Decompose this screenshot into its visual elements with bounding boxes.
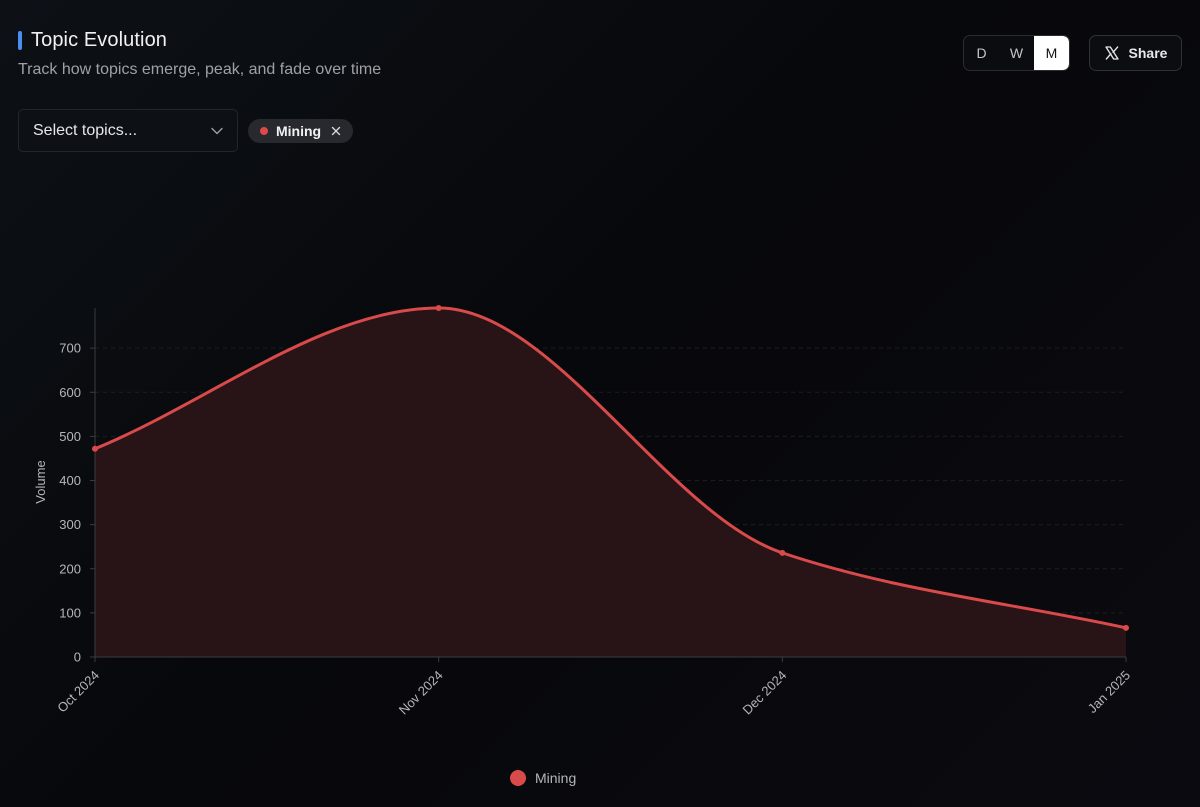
range-month-button[interactable]: M: [1034, 36, 1069, 70]
data-point: [92, 445, 98, 452]
legend-label-mining: Mining: [535, 770, 576, 786]
y-tick-label: 0: [74, 650, 81, 665]
remove-topic-icon[interactable]: [331, 126, 341, 136]
topic-filters: Select topics... Mining: [18, 109, 354, 152]
data-point: [435, 305, 442, 311]
header: Topic Evolution Track how topics emerge,…: [18, 26, 381, 79]
range-day-button[interactable]: D: [976, 45, 987, 61]
x-tick-label: Jan 2025: [1085, 668, 1133, 716]
series-area-mining: [95, 308, 1126, 657]
y-axis-title: Volume: [33, 460, 48, 503]
header-controls: D W M Share: [963, 35, 1182, 71]
chevron-down-icon: [211, 127, 223, 134]
data-point: [1123, 624, 1129, 631]
topic-select[interactable]: Select topics...: [18, 109, 238, 152]
series-line-mining: [93, 306, 1128, 630]
title-row: Topic Evolution: [18, 26, 381, 54]
x-logo-icon: [1104, 46, 1119, 60]
title-accent-bar: [18, 30, 22, 50]
topic-color-dot: [260, 126, 268, 135]
x-tick-label: Oct 2024: [54, 668, 102, 716]
y-tick-label: 100: [59, 605, 81, 620]
y-tick-label: 600: [59, 385, 81, 400]
y-tick-label: 400: [59, 473, 81, 488]
topic-chip-label: Mining: [276, 122, 322, 139]
x-tick-label: Nov 2024: [396, 668, 446, 718]
page-subtitle: Track how topics emerge, peak, and fade …: [18, 61, 382, 78]
range-week-button[interactable]: W: [1009, 45, 1024, 61]
topic-chip-mining: Mining: [248, 118, 354, 143]
range-toggle-group: D W M: [963, 35, 1070, 71]
y-tick-label: 300: [59, 517, 81, 532]
y-tick-label: 700: [59, 341, 81, 356]
share-button[interactable]: Share: [1089, 35, 1182, 71]
share-button-label: Share: [1128, 45, 1168, 61]
x-tick-label: Dec 2024: [739, 668, 789, 718]
topic-select-placeholder: Select topics...: [33, 121, 138, 139]
y-tick-label: 500: [59, 429, 81, 444]
data-point: [779, 549, 786, 556]
legend-marker-mining: [510, 770, 526, 786]
page-title: Topic Evolution: [31, 28, 168, 51]
y-tick-label: 200: [59, 561, 81, 576]
